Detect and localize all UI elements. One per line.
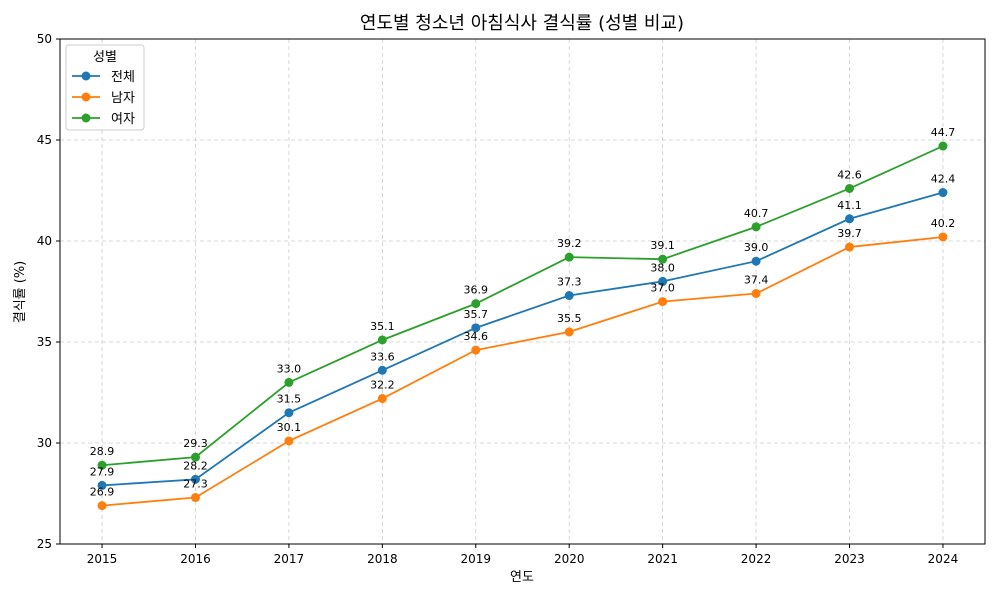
data-label: 41.1 xyxy=(837,199,862,212)
series-point xyxy=(751,256,761,266)
legend-box xyxy=(65,44,145,131)
series-point xyxy=(938,188,948,198)
data-label: 32.2 xyxy=(370,379,395,392)
series-point xyxy=(938,232,948,242)
data-label: 28.9 xyxy=(90,445,115,458)
series-point xyxy=(564,291,574,301)
series-line-2 xyxy=(101,145,944,467)
data-label: 33.6 xyxy=(370,350,395,363)
data-label: 35.5 xyxy=(557,312,582,325)
series-point xyxy=(190,474,200,484)
series-layer xyxy=(97,141,948,511)
series-point xyxy=(564,252,574,262)
series-point xyxy=(658,276,668,286)
x-tick-label: 2023 xyxy=(834,552,865,566)
data-label: 35.7 xyxy=(464,308,489,321)
x-axis-label: 연도 xyxy=(510,570,534,585)
data-label: 27.3 xyxy=(183,478,208,491)
series-point xyxy=(471,299,481,309)
series-point xyxy=(471,345,481,355)
data-label: 42.6 xyxy=(837,168,862,181)
y-tick-label: 30 xyxy=(37,436,52,450)
series-point xyxy=(845,242,855,252)
plot-frame xyxy=(59,38,986,545)
series-point xyxy=(97,501,107,511)
data-label: 34.6 xyxy=(464,330,489,343)
series-point xyxy=(190,452,200,462)
data-label: 44.7 xyxy=(931,126,956,139)
data-label: 37.4 xyxy=(744,274,769,287)
legend-marker xyxy=(81,71,91,81)
data-label: 38.0 xyxy=(650,261,675,274)
y-tick-label: 25 xyxy=(37,537,52,551)
data-label: 28.2 xyxy=(183,459,208,472)
y-axis-label: 결식률 (%) xyxy=(13,261,28,324)
series-point xyxy=(471,323,481,333)
x-tick-label: 2024 xyxy=(928,552,959,566)
legend-marker xyxy=(81,92,91,102)
series-point xyxy=(377,365,387,375)
series-point xyxy=(284,436,294,446)
series-point xyxy=(284,377,294,387)
series-line-1 xyxy=(101,236,944,507)
y-tick-label: 35 xyxy=(37,335,52,349)
series-point xyxy=(564,327,574,337)
legend-entry: 여자 xyxy=(111,112,135,127)
data-label: 40.2 xyxy=(931,217,956,230)
series-point xyxy=(284,408,294,418)
data-label: 39.0 xyxy=(744,241,769,254)
y-tick-label: 50 xyxy=(37,32,52,46)
series-point xyxy=(377,335,387,345)
series-point xyxy=(190,493,200,503)
data-label: 27.9 xyxy=(90,465,115,478)
series-point xyxy=(751,222,761,232)
data-label: 40.7 xyxy=(744,207,769,220)
series-point xyxy=(97,480,107,490)
x-tick-label: 2020 xyxy=(554,552,585,566)
data-label: 33.0 xyxy=(277,362,302,375)
y-tick-label: 40 xyxy=(37,234,52,248)
series-point xyxy=(751,289,761,299)
data-label: 39.2 xyxy=(557,237,582,250)
data-label: 37.0 xyxy=(650,282,675,295)
x-tick-label: 2016 xyxy=(180,552,211,566)
legend-marker xyxy=(81,113,91,123)
x-tick-label: 2015 xyxy=(87,552,118,566)
series-point xyxy=(658,254,668,264)
data-labels: 27.9 28.2 31.5 33.6 35.7 37.3 38.0 39.0 41.1 42.4… xyxy=(90,126,955,499)
x-tick-label: 2018 xyxy=(367,552,398,566)
series-point xyxy=(658,297,668,307)
data-label: 29.3 xyxy=(183,437,208,450)
legend-entry: 전체 xyxy=(111,70,135,85)
series-line-0 xyxy=(101,191,944,487)
data-label: 31.5 xyxy=(277,393,302,406)
x-tick-label: 2021 xyxy=(647,552,678,566)
legend-title: 성별 xyxy=(93,50,117,65)
series-point xyxy=(377,394,387,404)
chart-title: 연도별 청소년 아침식사 결식률 (성별 비교) xyxy=(360,13,684,34)
data-label: 42.4 xyxy=(931,173,956,186)
x-tick-label: 2019 xyxy=(461,552,492,566)
series-point xyxy=(97,460,107,470)
legend-entry: 남자 xyxy=(111,91,135,106)
x-tick-label: 2022 xyxy=(741,552,772,566)
data-label: 37.3 xyxy=(557,276,582,289)
y-tick-label: 45 xyxy=(37,133,52,147)
data-label: 35.1 xyxy=(370,320,395,333)
series-point xyxy=(845,214,855,224)
data-label: 36.9 xyxy=(464,284,489,297)
x-tick-label: 2017 xyxy=(274,552,305,566)
data-label: 30.1 xyxy=(277,421,302,434)
data-label: 39.1 xyxy=(650,239,675,252)
data-label: 39.7 xyxy=(837,227,862,240)
data-label: 26.9 xyxy=(90,486,115,499)
axes: 2015 2016 2017 2018 2019 2020 2021 2022 2023 2024… xyxy=(37,32,986,566)
series-point xyxy=(845,183,855,193)
series-point xyxy=(938,141,948,151)
